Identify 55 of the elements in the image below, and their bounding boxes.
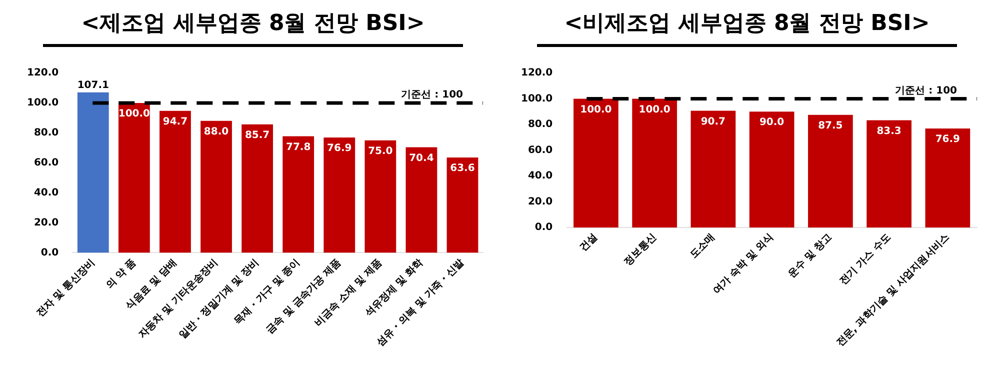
bar — [77, 92, 109, 253]
data-label: 63.6 — [450, 163, 475, 174]
bar — [118, 102, 150, 253]
data-label: 75.0 — [368, 146, 393, 157]
bar — [446, 157, 478, 253]
data-label: 88.0 — [204, 126, 229, 138]
bar — [632, 98, 677, 228]
data-label: 100.0 — [118, 108, 150, 120]
y-tick-label: 60.0 — [528, 144, 553, 156]
y-tick-label: 0.0 — [534, 222, 553, 234]
bar — [364, 140, 396, 253]
data-label: 76.9 — [935, 134, 960, 146]
ref-line-label: 기준선 : 100 — [895, 85, 958, 96]
data-label: 94.7 — [162, 116, 188, 128]
y-tick-label: 80.0 — [528, 119, 553, 130]
data-label: 100.0 — [638, 104, 670, 116]
y-tick-label: 120.0 — [26, 68, 59, 79]
bar — [690, 110, 736, 228]
data-label: 77.8 — [286, 142, 311, 153]
data-label: 83.3 — [876, 126, 902, 137]
ref-line-label: 기준선 : 100 — [401, 90, 464, 101]
bar — [406, 147, 438, 253]
data-label: 76.9 — [327, 143, 352, 154]
bar — [324, 138, 356, 253]
bar — [160, 110, 191, 253]
x-tick-label: 운수 및 창고 — [786, 232, 834, 280]
data-label: 100.0 — [580, 104, 612, 116]
chart-title: <비제조업 세부업종 8월 전망 BSI> — [537, 8, 957, 47]
y-tick-label: 40.0 — [34, 187, 59, 198]
y-tick-label: 20.0 — [34, 217, 59, 228]
chart-title: <제조업 세부업종 8월 전망 BSI> — [43, 8, 463, 47]
x-tick-label: 건설 — [578, 232, 600, 254]
data-label: 85.7 — [244, 130, 270, 141]
y-tick-label: 120.0 — [520, 68, 553, 79]
bar — [242, 124, 273, 253]
data-label: 107.1 — [77, 80, 109, 91]
y-tick-label: 0.0 — [40, 247, 59, 258]
data-label: 90.7 — [700, 116, 726, 128]
x-tick-label: 의 약 품 — [104, 257, 138, 292]
data-label: 90.0 — [759, 117, 784, 128]
bar — [808, 114, 853, 228]
y-tick-label: 100.0 — [26, 98, 59, 109]
bar — [282, 136, 314, 253]
bar — [866, 120, 912, 228]
bar — [200, 120, 232, 253]
y-tick-label: 60.0 — [34, 157, 59, 168]
y-tick-label: 80.0 — [34, 128, 59, 139]
bar — [925, 128, 970, 228]
y-tick-label: 100.0 — [520, 93, 553, 104]
bar — [749, 112, 794, 228]
data-label: 87.5 — [818, 120, 843, 132]
y-tick-label: 20.0 — [528, 196, 553, 208]
data-label: 70.4 — [409, 152, 434, 164]
bar — [574, 98, 618, 228]
y-tick-label: 40.0 — [528, 170, 553, 182]
